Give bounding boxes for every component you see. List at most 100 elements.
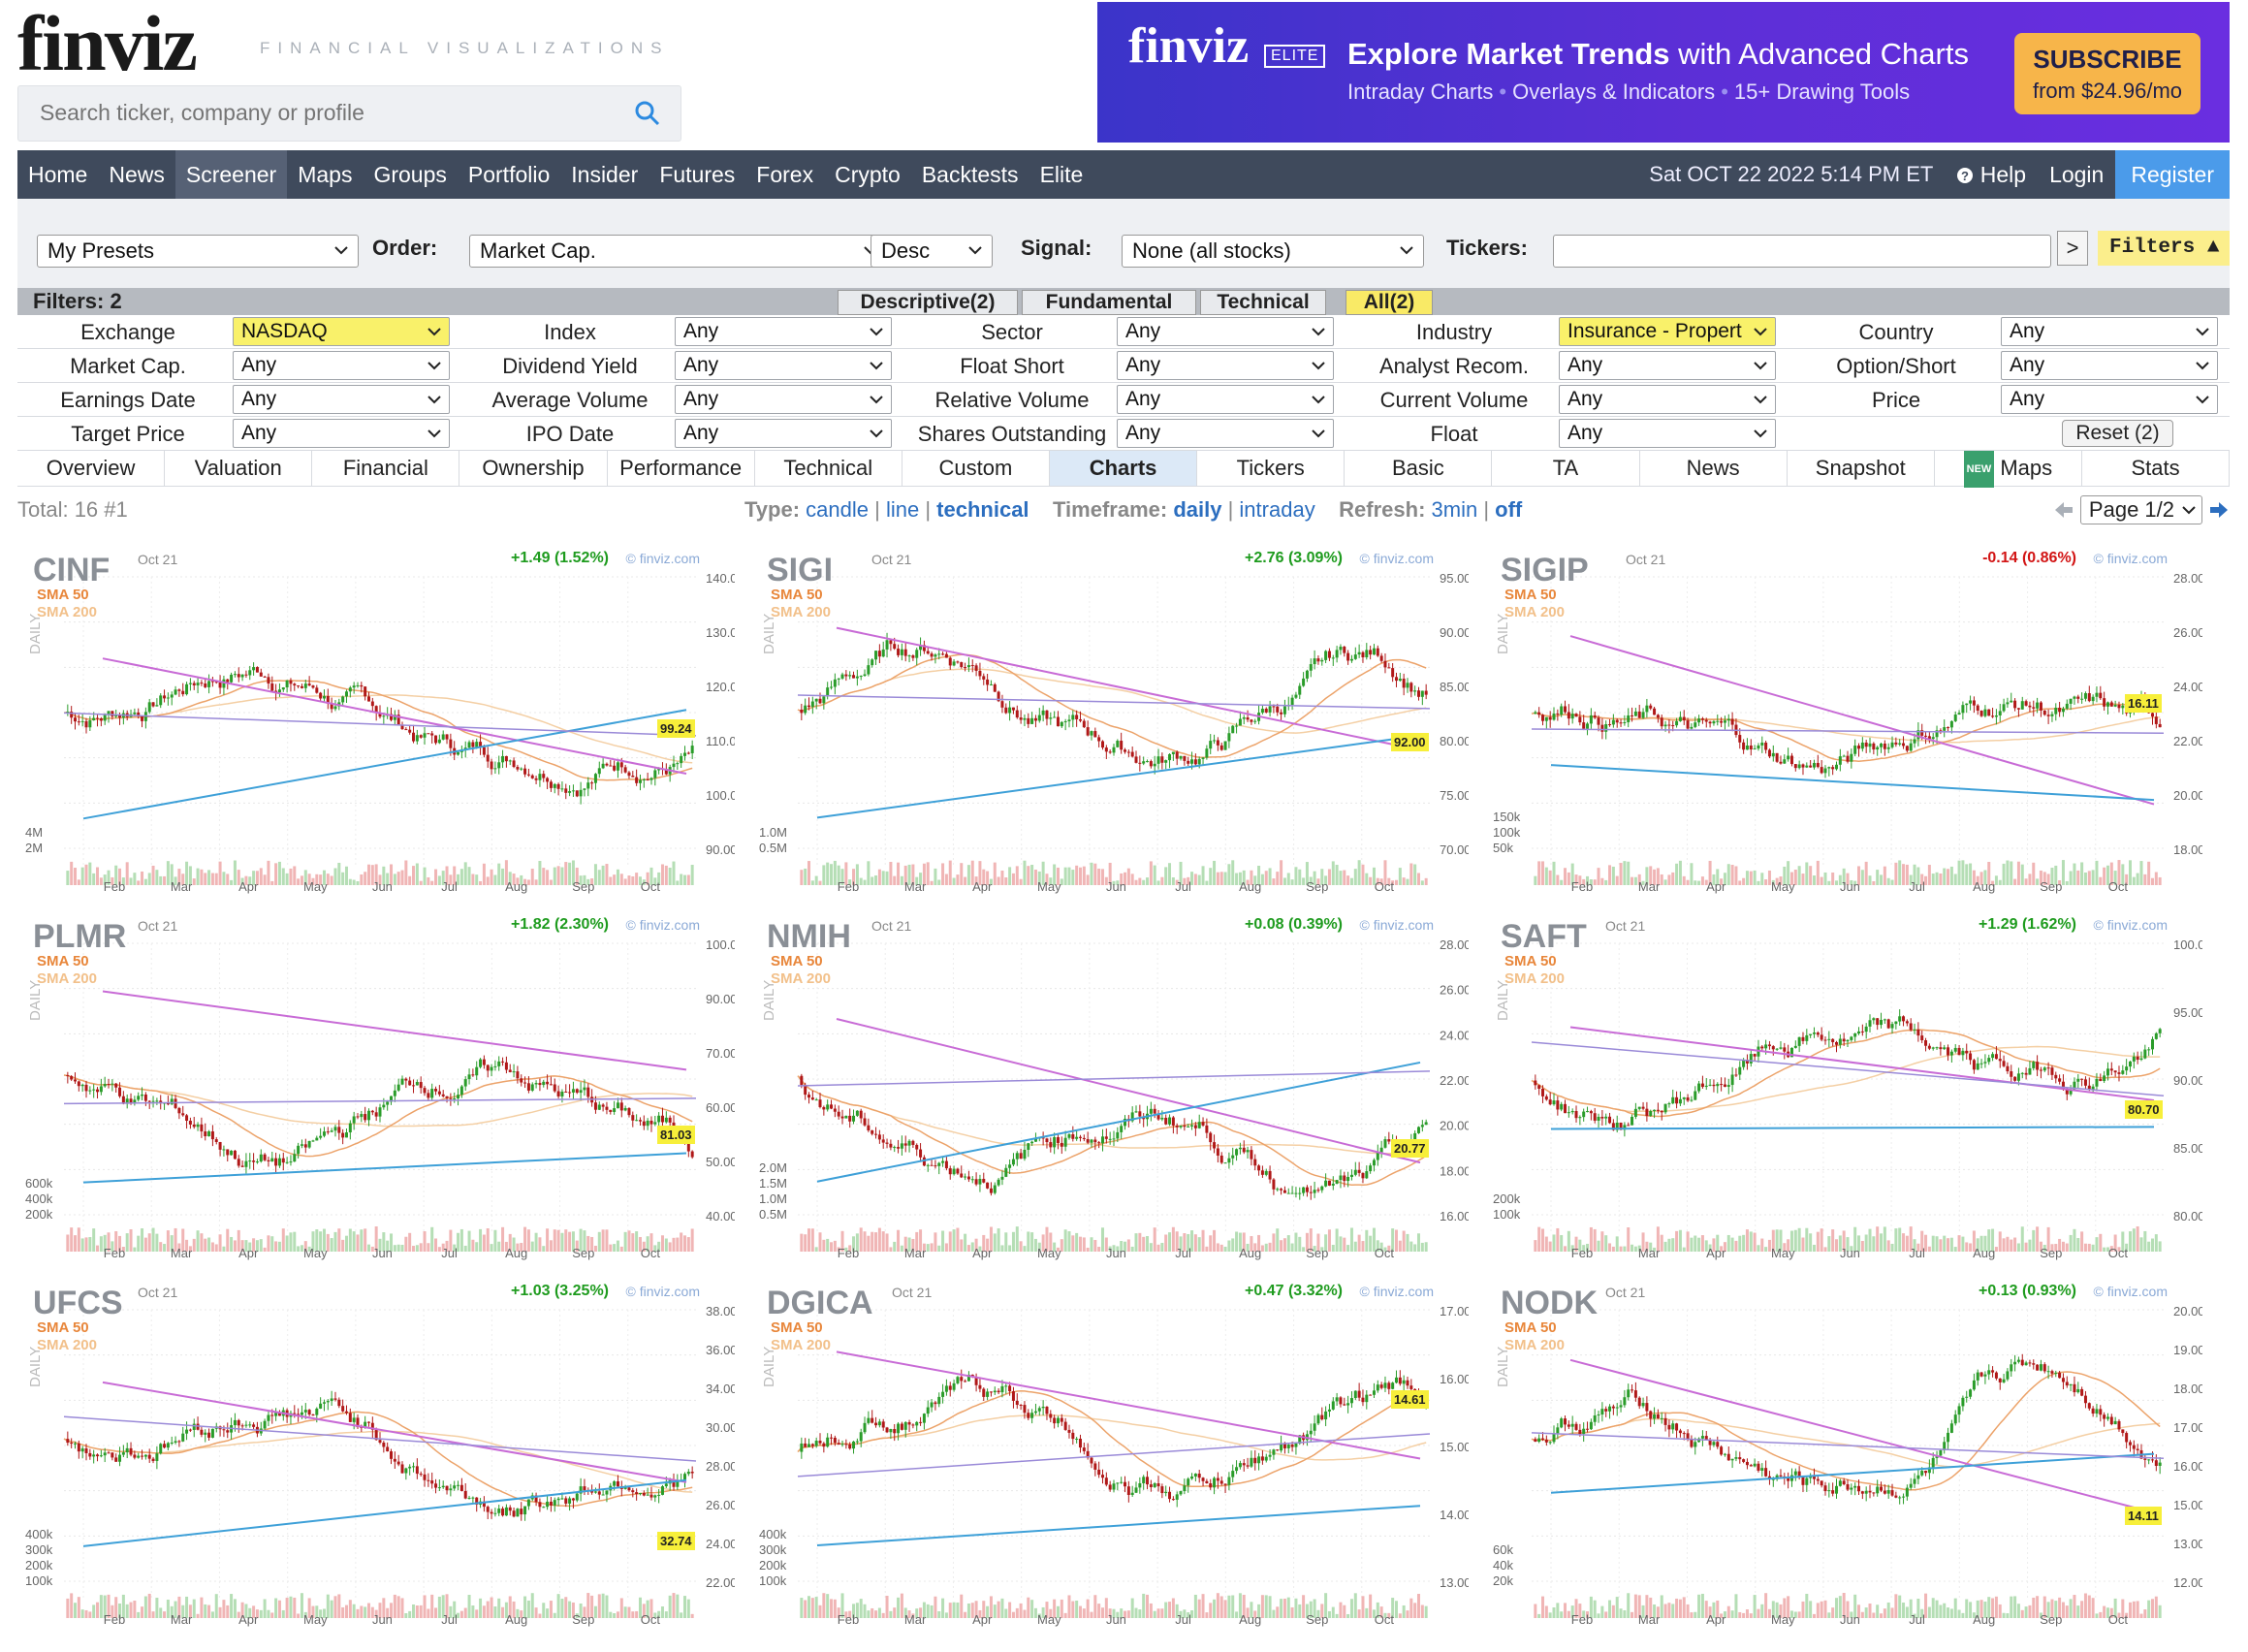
chart-saft[interactable]: 100.0095.0090.0085.0080.00200k100kFebMar… — [1485, 905, 2202, 1263]
filter-select-price[interactable]: Any — [2001, 385, 2218, 414]
subscribe-button[interactable]: SUBSCRIBE from $24.96/mo — [2014, 33, 2201, 114]
order-direction-select[interactable]: Desc — [871, 235, 993, 268]
filter-select-sector[interactable]: Any — [1117, 317, 1334, 346]
y-tick-label: 24.00 — [1440, 1028, 1469, 1042]
nav-item-screener[interactable]: Screener — [174, 150, 288, 199]
search-icon[interactable] — [634, 100, 661, 127]
filter-select-exchange[interactable]: NASDAQ — [233, 317, 450, 346]
reset-filters-button[interactable]: Reset (2) — [2062, 420, 2173, 447]
view-tab-maps[interactable]: NEW Maps — [1934, 451, 2082, 489]
type-line[interactable]: line — [885, 497, 920, 522]
tab-fundamental[interactable]: Fundamental — [1022, 290, 1196, 315]
filter-select-shares-outstanding[interactable]: Any — [1117, 419, 1334, 448]
tab-descriptive[interactable]: Descriptive(2) — [838, 290, 1018, 315]
tab-technical[interactable]: Technical — [1200, 290, 1326, 315]
view-tab-overview[interactable]: Overview — [17, 451, 166, 486]
chart-cinf[interactable]: 140.00130.00120.00110.00100.0090.004M2MF… — [17, 538, 735, 897]
filters-toggle-button[interactable]: Filters ▲ — [2098, 231, 2230, 266]
view-tab-custom[interactable]: Custom — [902, 451, 1050, 486]
nav-item-groups[interactable]: Groups — [373, 162, 447, 187]
type-technical[interactable]: technical — [936, 497, 1029, 522]
volume-bar — [360, 1605, 364, 1618]
volume-bar — [560, 867, 564, 885]
candle-body — [177, 689, 181, 691]
nav-item-elite[interactable]: Elite — [1039, 162, 1084, 187]
candle-body — [237, 1419, 240, 1426]
filter-select-target-price[interactable]: Any — [233, 419, 450, 448]
search-box[interactable] — [17, 85, 681, 142]
prev-page-icon[interactable] — [2053, 500, 2074, 520]
tickers-input[interactable] — [1553, 235, 2051, 268]
timeframe-daily[interactable]: daily — [1173, 497, 1222, 522]
presets-select[interactable]: My Presets — [37, 235, 359, 268]
volume-bar — [1541, 1596, 1545, 1618]
view-tab-valuation[interactable]: Valuation — [165, 451, 313, 486]
volume-bar — [1846, 873, 1850, 885]
nav-item-futures[interactable]: Futures — [659, 162, 736, 187]
elite-banner[interactable]: finviz ELITE Explore Market Trends with … — [1097, 2, 2230, 143]
filter-select-current-volume[interactable]: Any — [1559, 385, 1776, 414]
nav-item-maps[interactable]: Maps — [298, 162, 353, 187]
chart-nodk[interactable]: 20.00 19.00 18.00 17.00 16.00 15.00 13.00 12.00… — [1485, 1271, 2202, 1630]
tickers-go-button[interactable]: > — [2057, 231, 2088, 266]
filter-select-float[interactable]: Any — [1559, 419, 1776, 448]
chart-ufcs[interactable]: 38.00 36.00 34.00 30.00 28.00 26.00 24.00 22.00… — [17, 1271, 735, 1630]
refresh-off[interactable]: off — [1495, 497, 1523, 522]
type-candle[interactable]: candle — [806, 497, 870, 522]
view-tab-ownership[interactable]: Ownership — [459, 451, 608, 486]
signal-select[interactable]: None (all stocks) — [1122, 235, 1424, 268]
filter-select-country[interactable]: Any — [2001, 317, 2218, 346]
filter-select-option-short[interactable]: Any — [2001, 351, 2218, 380]
chart-sigip[interactable]: 28.00 26.00 24.00 22.00 20.00 18.00 150k 100k 50… — [1485, 538, 2202, 897]
view-tab-ta[interactable]: TA — [1492, 451, 1640, 486]
view-tab-charts[interactable]: Charts — [1049, 451, 1198, 486]
filter-select-index[interactable]: Any — [675, 317, 892, 346]
filter-select-industry[interactable]: Insurance - Propert — [1559, 317, 1776, 346]
finviz-logo[interactable]: finviz — [17, 0, 198, 87]
search-input[interactable] — [40, 100, 621, 126]
chart-sigi[interactable]: 95.00 90.00 85.00 80.00 75.00 70.00 1.0M 0.5M Fe… — [751, 538, 1469, 897]
view-tab-technical[interactable]: Technical — [754, 451, 902, 486]
filter-select-dividend-yield[interactable]: Any — [675, 351, 892, 380]
candle-body — [2006, 702, 2010, 705]
filter-select-earnings-date[interactable]: Any — [233, 385, 450, 414]
order-select[interactable]: Market Cap. — [469, 235, 888, 268]
tab-all[interactable]: All(2) — [1346, 290, 1433, 315]
next-page-icon[interactable] — [2208, 500, 2230, 520]
nav-item-home[interactable]: Home — [28, 162, 88, 187]
candle-body — [859, 1110, 863, 1119]
filter-select-analyst-recom[interactable]: Any — [1559, 351, 1776, 380]
filter-select-float-short[interactable]: Any — [1117, 351, 1334, 380]
filter-select-average-volume[interactable]: Any — [675, 385, 892, 414]
view-tab-financial[interactable]: Financial — [312, 451, 460, 486]
page-select[interactable]: Page 1/2 — [2079, 495, 2202, 524]
register-button[interactable]: Register — [2115, 150, 2230, 199]
candle-body — [1838, 1480, 1842, 1486]
candle-body — [526, 1083, 530, 1091]
nav-item-insider[interactable]: Insider — [571, 162, 639, 187]
filter-select-ipo-date[interactable]: Any — [675, 419, 892, 448]
candle-body — [84, 1448, 88, 1453]
help-link[interactable]: ? Help — [1945, 162, 2038, 188]
login-link[interactable]: Login — [2049, 161, 2105, 187]
view-tab-snapshot[interactable]: Snapshot — [1787, 451, 1935, 486]
nav-item-crypto[interactable]: Crypto — [835, 162, 901, 187]
view-tab-basic[interactable]: Basic — [1345, 451, 1493, 486]
chart-nmih[interactable]: 28.00 26.00 24.00 22.00 20.00 18.00 16.00 2.0M 1… — [751, 905, 1469, 1263]
nav-item-backtests[interactable]: Backtests — [921, 162, 1019, 187]
nav-item-news[interactable]: News — [109, 162, 165, 187]
view-tab-performance[interactable]: Performance — [607, 451, 755, 486]
filter-select-relative-volume[interactable]: Any — [1117, 385, 1334, 414]
nav-item-forex[interactable]: Forex — [756, 162, 814, 187]
timeframe-intraday[interactable]: intraday — [1239, 497, 1315, 522]
candle-body — [504, 1062, 508, 1070]
view-tab-tickers[interactable]: Tickers — [1197, 451, 1346, 486]
refresh-3min[interactable]: 3min — [1431, 497, 1478, 522]
view-tab-news[interactable]: News — [1639, 451, 1788, 486]
filter-select-market-cap[interactable]: Any — [233, 351, 450, 380]
chart-plmr[interactable]: 100.0090.0070.0060.0050.0040.00600k400k2… — [17, 905, 735, 1263]
nav-item-portfolio[interactable]: Portfolio — [467, 162, 551, 187]
candle-body — [222, 1149, 226, 1151]
view-tab-stats[interactable]: Stats — [2081, 451, 2231, 486]
chart-dgica[interactable]: 17.00 16.00 15.00 14.00 13.00 400k 300k 200k 100… — [751, 1271, 1469, 1630]
